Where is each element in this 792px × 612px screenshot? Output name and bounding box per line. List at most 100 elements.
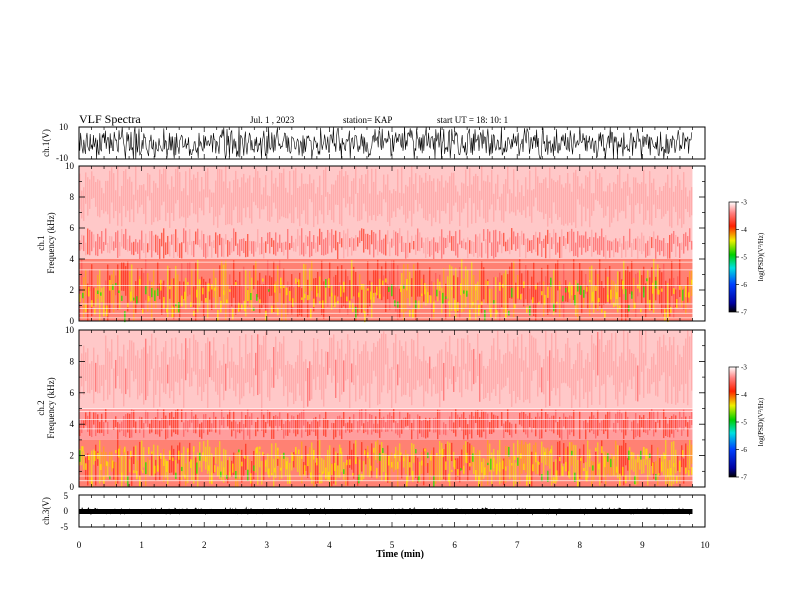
spectrogram-activity: [505, 466, 507, 471]
spectrogram-streak: [413, 340, 415, 390]
spectrogram-streak: [241, 177, 243, 226]
spectrogram-streak: [665, 439, 667, 485]
spectrogram-streak: [337, 416, 339, 431]
spectrogram-streak: [325, 411, 327, 437]
colorbar-tick-label: -7: [741, 309, 747, 317]
spectrogram-activity: [376, 467, 378, 479]
spectrogram-streak: [493, 193, 495, 222]
spectrogram-streak: [429, 267, 431, 296]
spectrogram-streak: [531, 240, 533, 254]
spectrogram-streak: [427, 237, 429, 255]
spectrogram-activity: [253, 465, 255, 472]
spectrogram-streak: [179, 172, 181, 219]
spectrogram-streak: [621, 445, 623, 477]
spectrogram-streak: [445, 283, 447, 320]
spectrogram-activity: [343, 469, 345, 475]
spectrogram-streak: [557, 441, 559, 477]
spectrogram-streak: [609, 183, 611, 228]
spectrogram-streak: [133, 410, 135, 428]
spectrogram-streak: [561, 418, 563, 440]
spectrogram-streak: [563, 187, 565, 226]
spectrogram-streak: [359, 274, 361, 312]
spectrogram-streak: [385, 234, 387, 256]
spectrogram-streak: [117, 335, 119, 376]
spectrogram-streak: [325, 167, 327, 197]
spectrogram-streak: [569, 183, 571, 223]
spectrogram-streak: [659, 186, 661, 210]
spectrogram-activity: [640, 308, 642, 313]
spectrogram-streak: [381, 333, 383, 393]
spectrogram-streak: [295, 361, 297, 402]
spectrogram-streak: [375, 441, 377, 460]
colorbar-tick-label: -4: [741, 226, 747, 234]
spectrogram-streak: [501, 363, 503, 390]
spectrogram-streak: [445, 341, 447, 378]
spectrogram-streak: [375, 168, 377, 221]
spectrogram-activity: [568, 284, 570, 293]
spectrogram-activity: [523, 281, 525, 288]
spectrogram-streak: [85, 352, 87, 382]
spectrogram-streak: [237, 452, 239, 487]
spectrogram-streak: [189, 338, 191, 387]
spectrogram-streak: [371, 282, 373, 318]
spectrogram-streak: [481, 350, 483, 384]
spectrogram-streak: [389, 271, 391, 311]
spectrogram-streak: [413, 184, 415, 214]
spectrogram-streak: [321, 348, 323, 400]
spectrogram-streak: [599, 422, 601, 431]
spectrogram-streak: [91, 450, 93, 485]
spectrogram-streak: [605, 345, 607, 408]
spectrogram-streak: [313, 338, 315, 380]
spectrogram-streak: [581, 235, 583, 255]
spectrogram-streak: [359, 230, 361, 244]
spectrogram-streak: [493, 414, 495, 433]
spectrogram-streak: [499, 415, 501, 430]
spectrogram-streak: [557, 421, 559, 435]
spectrogram-activity: [202, 287, 204, 295]
spectrogram-streak: [169, 268, 171, 299]
spectrogram-streak: [597, 238, 599, 255]
spectrogram-streak: [255, 448, 257, 473]
spectrogram-streak: [535, 285, 537, 321]
spectrogram-streak: [199, 423, 201, 438]
spectrogram-streak: [619, 168, 621, 213]
spectrogram-streak: [331, 337, 333, 383]
spectrogram-streak: [361, 351, 363, 396]
spectrogram-streak: [323, 169, 325, 224]
spectrogram-streak: [447, 351, 449, 390]
spectrogram-streak: [571, 191, 573, 226]
spectrogram-streak: [165, 459, 167, 478]
spectrogram-activity: [418, 300, 420, 310]
spectrogram-streak: [687, 236, 689, 251]
spectrogram-streak: [523, 283, 525, 307]
spectrogram-activity: [631, 291, 633, 299]
spectrogram-streak: [153, 444, 155, 477]
spectrogram-streak: [191, 459, 193, 482]
spectrogram-streak: [589, 361, 591, 392]
spectrogram-streak: [459, 267, 461, 319]
spectrogram-streak: [437, 455, 439, 482]
spectrogram-streak: [443, 362, 445, 401]
spectrogram-streak: [477, 176, 479, 210]
spectrogram-activity: [592, 465, 594, 471]
spectrogram-activity: [232, 463, 234, 473]
spectrogram-streak: [161, 351, 163, 384]
spectrogram-activity: [310, 472, 312, 479]
spectrogram-streak: [423, 182, 425, 219]
spectrogram-streak: [611, 333, 613, 376]
spectrogram-activity: [664, 454, 666, 460]
spectrogram-streak: [129, 459, 131, 473]
x-axis-tick-labels: 0 1 2 3 4 5 6 7 8 9 10: [77, 540, 710, 550]
spectrogram-streak: [195, 262, 197, 321]
spectrogram-streak: [247, 234, 249, 257]
spectrogram-streak: [139, 275, 141, 302]
no-data-region: [692, 166, 705, 321]
spectrogram-activity: [577, 283, 579, 292]
spectrogram-streak: [593, 343, 595, 370]
spectrogram-activity: [205, 297, 207, 303]
spectrogram-streak: [219, 441, 221, 479]
spectrogram-streak: [315, 193, 317, 217]
spectrogram-streak: [157, 409, 159, 435]
spectrogram-activity: [196, 289, 198, 298]
spectrogram-streak: [649, 171, 651, 225]
